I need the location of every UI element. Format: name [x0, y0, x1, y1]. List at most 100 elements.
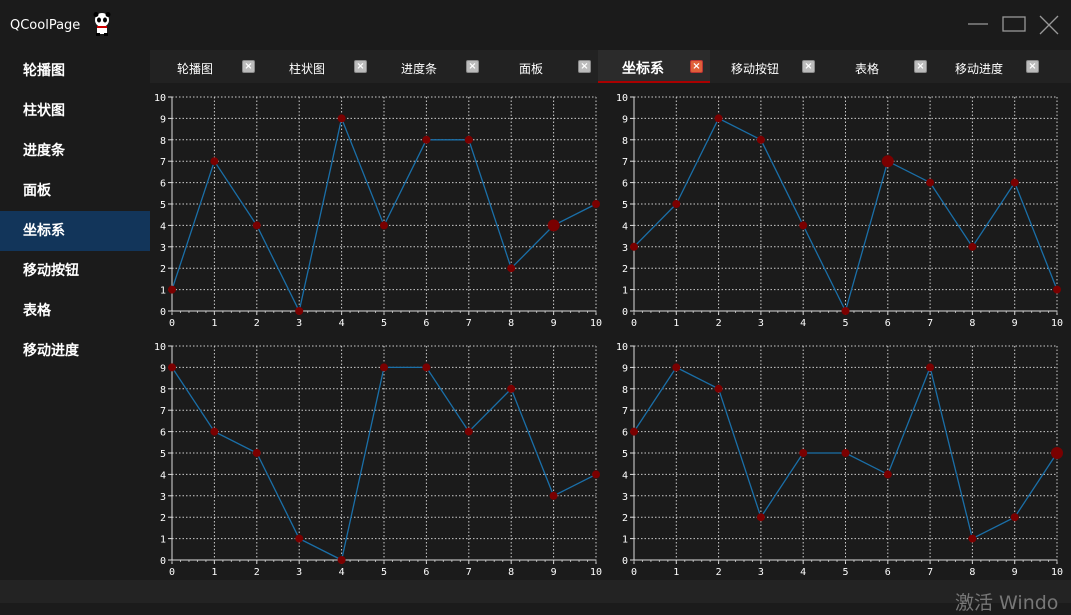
sidebar: 轮播图 柱状图 进度条 面板 坐标系 移动按钮 表格 移动进度	[0, 51, 150, 603]
x-tick-label: 8	[969, 567, 975, 578]
tab-close-icon[interactable]: ×	[802, 60, 815, 73]
x-tick-label: 2	[254, 567, 260, 578]
data-point	[799, 221, 808, 230]
data-point	[337, 556, 346, 564]
tab-label: 进度条	[400, 62, 437, 76]
activation-watermark: 激活 Windo	[955, 592, 1059, 614]
y-tick-label: 8	[160, 385, 166, 396]
tab-label: 移动按钮	[730, 62, 779, 76]
line-chart-4: 0 1 2 3 4 5 6 7 8 9 10 0 1 2 3 4 5 6 7 8 9 10	[616, 342, 1063, 578]
sidebar-item-panel[interactable]: 面板	[23, 183, 51, 199]
x-tick-label: 6	[423, 567, 429, 578]
tab-table[interactable]: 表格 ×	[822, 50, 934, 83]
data-point	[380, 363, 388, 372]
data-point	[968, 242, 977, 251]
x-tick-label: 1	[211, 567, 217, 578]
data-point	[968, 534, 977, 543]
y-tick-label: 9	[622, 114, 628, 125]
tab-label: 面板	[518, 62, 543, 76]
x-tick-label: 7	[466, 318, 472, 329]
x-tick-label: 0	[169, 567, 175, 578]
data-point	[630, 242, 638, 251]
sidebar-item-table[interactable]: 表格	[23, 303, 51, 319]
data-point	[168, 285, 176, 294]
y-tick-label: 1	[622, 535, 628, 546]
tab-move-progress[interactable]: 移动进度 ×	[934, 50, 1046, 83]
tab-close-icon[interactable]: ×	[690, 60, 703, 73]
y-tick-label: 5	[622, 200, 628, 211]
y-tick-label: 4	[160, 470, 166, 481]
y-tick-label: 3	[622, 492, 628, 503]
sidebar-item-move-button[interactable]: 移动按钮	[23, 263, 79, 279]
tab-close-icon[interactable]: ×	[354, 60, 367, 73]
x-tick-label: 6	[885, 567, 891, 578]
y-tick-label: 6	[622, 428, 628, 439]
x-tick-label: 5	[381, 318, 387, 329]
data-point	[507, 264, 516, 273]
x-tick-label: 1	[673, 567, 679, 578]
tab-progress[interactable]: 进度条 ×	[374, 50, 486, 83]
tab-close-icon[interactable]: ×	[242, 60, 255, 73]
data-point	[881, 155, 894, 168]
data-point	[252, 221, 261, 230]
y-tick-label: 8	[622, 136, 628, 147]
line-chart-3: 0 1 2 3 4 5 6 7 8 9 10 0 1 2 3 4 5 6 7 8 9 10	[154, 342, 602, 578]
tab-move-button[interactable]: 移动按钮 ×	[710, 50, 822, 83]
sidebar-item-coordinate[interactable]: 坐标系	[0, 211, 150, 251]
y-tick-label: 6	[160, 428, 166, 439]
sidebar-item-move-progress[interactable]: 移动进度	[23, 343, 79, 359]
data-point	[464, 135, 473, 144]
maximize-icon[interactable]	[1001, 12, 1027, 38]
data-point	[1053, 285, 1061, 294]
tab-bar-chart[interactable]: 柱状图 ×	[262, 50, 374, 83]
x-tick-label: 7	[927, 567, 933, 578]
tab-coordinate[interactable]: 坐标系 ×	[598, 50, 710, 83]
sidebar-item-bar-chart[interactable]: 柱状图	[23, 103, 65, 119]
y-tick-label: 10	[154, 342, 166, 353]
title-bar: QCoolPage	[0, 0, 1071, 50]
y-tick-label: 10	[616, 342, 628, 353]
x-tick-label: 3	[758, 318, 764, 329]
data-point	[210, 427, 219, 436]
y-tick-label: 0	[160, 556, 166, 567]
data-point	[926, 178, 935, 187]
data-point	[926, 363, 935, 372]
data-point	[672, 200, 681, 208]
x-tick-label: 5	[842, 567, 848, 578]
y-tick-label: 8	[160, 136, 166, 147]
y-tick-label: 3	[160, 243, 166, 254]
tab-carousel[interactable]: 轮播图 ×	[150, 50, 262, 83]
x-tick-label: 10	[1051, 318, 1063, 329]
y-tick-label: 1	[160, 286, 166, 297]
x-tick-label: 9	[551, 318, 557, 329]
y-tick-label: 10	[616, 93, 628, 104]
x-tick-label: 9	[1012, 567, 1018, 578]
x-tick-label: 0	[631, 318, 637, 329]
y-tick-label: 4	[160, 221, 166, 232]
x-tick-label: 7	[466, 567, 472, 578]
tab-label: 轮播图	[176, 62, 213, 76]
data-point	[756, 135, 765, 144]
content-area	[150, 83, 1071, 580]
tab-close-icon[interactable]: ×	[466, 60, 479, 73]
x-tick-label: 8	[969, 318, 975, 329]
tab-close-icon[interactable]: ×	[578, 60, 591, 73]
close-icon[interactable]	[1037, 12, 1063, 38]
x-tick-label: 2	[716, 318, 722, 329]
sidebar-item-carousel[interactable]: 轮播图	[23, 63, 65, 79]
data-point	[841, 449, 850, 457]
minimize-icon[interactable]	[966, 12, 992, 38]
tab-close-icon[interactable]: ×	[914, 60, 927, 73]
tab-close-icon[interactable]: ×	[1026, 60, 1039, 73]
data-point	[841, 307, 850, 315]
x-tick-label: 1	[673, 318, 679, 329]
y-tick-label: 1	[622, 286, 628, 297]
tab-label: 柱状图	[288, 62, 325, 76]
tab-panel[interactable]: 面板 ×	[486, 50, 598, 83]
x-tick-label: 3	[296, 567, 302, 578]
sidebar-item-progress[interactable]: 进度条	[23, 143, 65, 159]
data-point	[672, 363, 681, 372]
x-tick-label: 2	[254, 318, 260, 329]
data-point	[380, 221, 388, 230]
x-tick-label: 2	[716, 567, 722, 578]
